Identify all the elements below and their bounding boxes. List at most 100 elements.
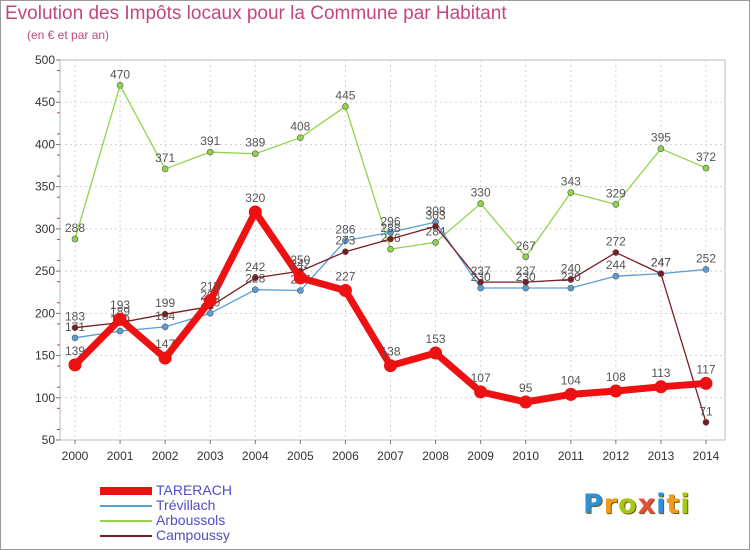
logo-letter: i [656, 489, 667, 520]
proxiti-logo: Proxiti [583, 489, 691, 520]
data-label-trevillach: 230 [471, 270, 491, 284]
data-point-trevillach [161, 323, 169, 331]
data-point-arboussols [71, 235, 79, 243]
data-label-tarerach: 320 [245, 191, 265, 205]
data-point-tarerach [654, 380, 668, 394]
legend-swatch-campoussy [100, 535, 152, 537]
y-tick-label: 50 [42, 433, 56, 447]
data-point-tarerach [158, 351, 172, 365]
data-point-arboussols [702, 164, 710, 172]
data-point-tarerach [699, 376, 713, 390]
chart-subtitle: (en € et par an) [27, 28, 110, 42]
data-point-tarerach [429, 346, 443, 360]
data-label-campoussy: 242 [245, 260, 265, 274]
data-point-trevillach [612, 272, 620, 280]
legend-swatch-trevillach [100, 505, 152, 507]
data-point-trevillach [342, 237, 349, 245]
x-tick-label: 2001 [107, 449, 134, 463]
data-label-tarerach: 242 [290, 257, 310, 271]
y-tick-label: 150 [35, 349, 55, 363]
data-point-tarerach [474, 385, 488, 399]
data-point-arboussols [432, 239, 439, 246]
data-label-arboussols: 343 [561, 175, 581, 189]
data-point-arboussols [387, 245, 394, 253]
logo-letter: x [637, 489, 657, 520]
y-tick-label: 300 [35, 222, 55, 236]
data-label-arboussols: 389 [245, 136, 265, 150]
chart-title: Evolution des Impôts locaux pour la Comm… [5, 3, 507, 24]
data-label-arboussols: 329 [606, 186, 626, 200]
data-point-trevillach [251, 286, 259, 293]
data-label-trevillach: 308 [426, 204, 446, 218]
y-tick-label: 400 [35, 137, 55, 151]
legend-label-campoussy: Campoussy [156, 527, 230, 543]
x-tick-label: 2013 [648, 449, 675, 463]
data-label-tarerach: 215 [200, 280, 220, 294]
logo-letter: o [618, 489, 638, 520]
y-tick-label: 200 [35, 306, 55, 320]
data-point-campoussy [657, 270, 665, 277]
y-tick-label: 450 [35, 95, 55, 109]
data-point-arboussols [612, 201, 620, 208]
data-label-trevillach: 252 [696, 251, 716, 265]
data-point-trevillach [206, 310, 214, 317]
data-label-arboussols: 408 [290, 120, 310, 134]
data-label-campoussy: 183 [65, 310, 85, 324]
data-point-arboussols [657, 145, 665, 152]
data-point-campoussy [387, 235, 394, 243]
data-point-campoussy [522, 278, 530, 286]
data-point-tarerach [338, 284, 352, 298]
data-label-arboussols: 372 [696, 150, 716, 164]
data-point-trevillach [567, 284, 575, 292]
x-tick-label: 2012 [603, 449, 630, 463]
data-point-arboussols [522, 253, 530, 261]
data-label-campoussy: 273 [335, 234, 355, 248]
x-tick-label: 2008 [422, 449, 449, 463]
data-point-trevillach [387, 228, 394, 236]
x-tick-label: 2007 [377, 449, 404, 463]
legend-swatch-tarerach [100, 487, 152, 495]
data-label-arboussols: 267 [516, 239, 536, 253]
logo-letter: r [603, 489, 619, 520]
data-point-campoussy [567, 276, 575, 283]
logo-letter: P [583, 489, 604, 520]
x-tick-label: 2002 [152, 449, 179, 463]
legend-swatch-arboussols [100, 520, 152, 522]
data-point-trevillach [71, 334, 79, 342]
data-label-tarerach: 104 [561, 373, 581, 387]
data-label-campoussy: 71 [699, 404, 713, 418]
data-label-trevillach: 247 [651, 256, 671, 270]
data-label-campoussy: 288 [380, 221, 400, 235]
x-tick-label: 2005 [287, 449, 314, 463]
legend-label-trevillach: Trévillach [156, 497, 216, 513]
y-tick-label: 250 [35, 264, 55, 278]
data-label-trevillach: 286 [335, 223, 355, 237]
data-label-campoussy: 272 [606, 235, 626, 249]
data-label-tarerach: 227 [335, 270, 355, 284]
data-label-arboussols: 395 [651, 131, 671, 145]
data-point-campoussy [161, 310, 169, 318]
x-tick-label: 2006 [332, 449, 359, 463]
data-point-trevillach [522, 284, 530, 292]
data-label-trevillach: 296 [380, 214, 400, 228]
data-label-arboussols: 470 [110, 67, 130, 81]
data-label-arboussols: 371 [155, 151, 175, 165]
data-point-arboussols [116, 82, 124, 89]
data-point-campoussy [342, 248, 349, 255]
data-label-campoussy: 250 [290, 253, 310, 267]
x-tick-label: 2010 [512, 449, 539, 463]
data-point-tarerach [113, 312, 127, 326]
data-label-tarerach: 108 [606, 370, 626, 384]
data-label-tarerach: 147 [155, 337, 175, 351]
data-point-trevillach [477, 284, 484, 292]
legend-label-tarerach: TARERACH [156, 482, 232, 498]
data-label-tarerach: 95 [519, 381, 533, 395]
data-label-campoussy: 247 [651, 256, 671, 270]
data-label-tarerach: 153 [426, 332, 446, 346]
data-label-campoussy: 240 [561, 262, 581, 276]
data-point-tarerach [248, 205, 262, 219]
data-point-arboussols [161, 165, 169, 173]
data-label-tarerach: 139 [65, 344, 85, 358]
data-point-arboussols [206, 148, 214, 156]
x-tick-label: 2009 [467, 449, 494, 463]
